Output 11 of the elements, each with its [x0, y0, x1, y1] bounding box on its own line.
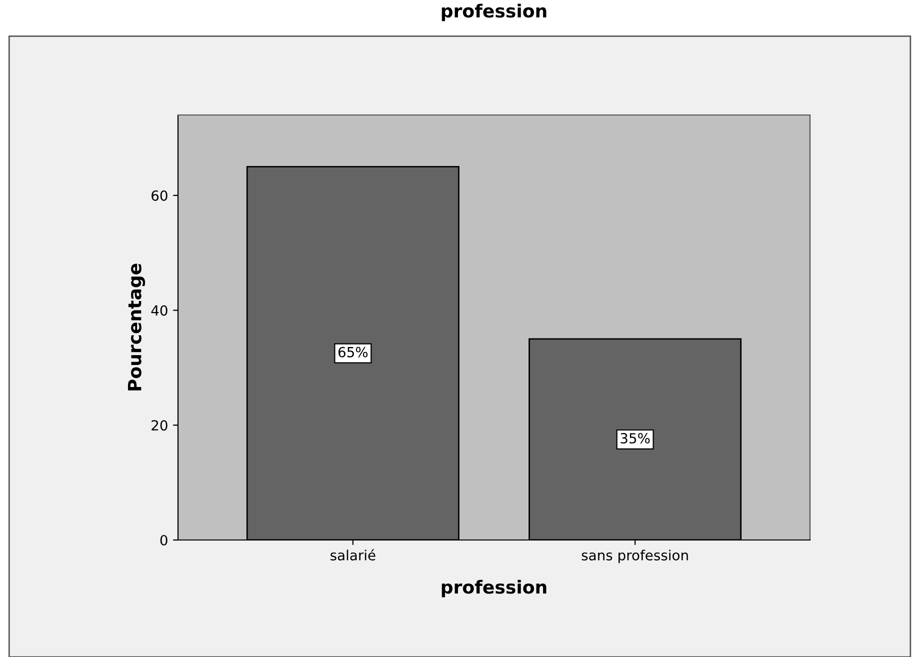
y-tick-label: 40	[151, 305, 168, 316]
y-tick-label: 20	[152, 420, 168, 431]
chart-title: profession	[442, 4, 546, 22]
y-axis-title: Pourcentage	[128, 264, 146, 390]
y-tick-label: 60	[152, 190, 168, 201]
x-tick-label: salarié	[330, 549, 376, 560]
data-label: 35%	[620, 433, 650, 444]
x-axis-title: profession	[442, 580, 546, 598]
y-tick-label: 0	[160, 534, 168, 546]
x-tick-label: sans profession	[582, 550, 688, 564]
data-label: 65%	[338, 346, 368, 358]
